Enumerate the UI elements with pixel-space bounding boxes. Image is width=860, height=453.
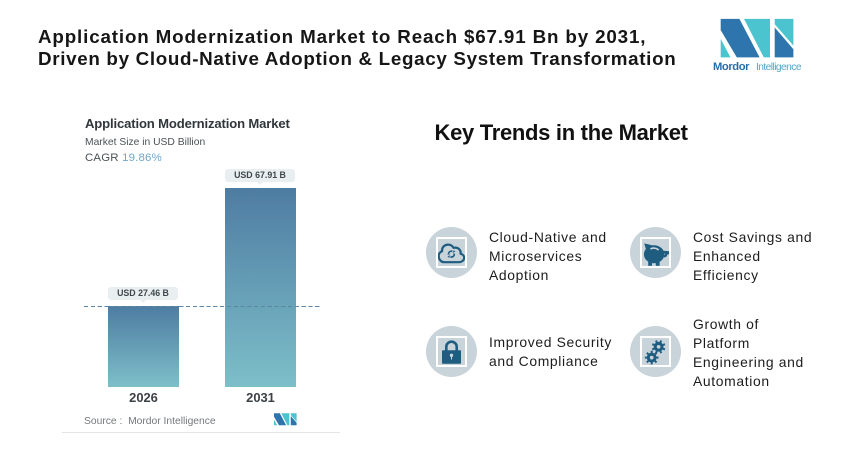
svg-text:Intelligence: Intelligence <box>756 62 802 73</box>
svg-text:Mordor: Mordor <box>713 61 750 73</box>
